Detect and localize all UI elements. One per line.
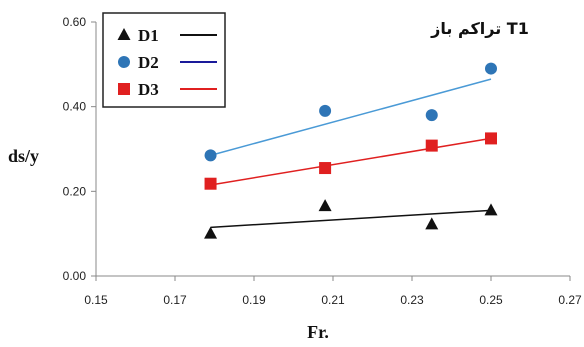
x-ticks: 0.15 0.17 0.19 0.21 0.23 0.25 0.27	[84, 276, 582, 307]
x-tick-label: 0.21	[321, 293, 345, 307]
point-d3	[204, 177, 217, 190]
legend-label-d2: D2	[138, 53, 159, 72]
x-tick-label: 0.15	[84, 293, 108, 307]
trendline-d2	[210, 78, 492, 157]
legend-label-d3: D3	[138, 80, 159, 99]
point-d2	[319, 104, 332, 117]
y-tick-label: 0.40	[63, 100, 87, 114]
point-d3	[425, 139, 438, 152]
trendline-d3	[210, 137, 492, 186]
x-tick-label: 0.25	[479, 293, 503, 307]
y-tick-label: 0.20	[63, 184, 87, 198]
point-d1	[425, 217, 439, 230]
legend-marker-d2	[118, 56, 130, 68]
point-d1	[318, 199, 332, 212]
point-d3	[485, 132, 497, 145]
x-tick-label: 0.19	[242, 293, 266, 307]
x-tick-label: 0.17	[163, 293, 187, 307]
point-d2	[204, 149, 217, 162]
chart-title: تراکم باز T1	[430, 19, 529, 38]
y-axis-title: ds/y	[8, 146, 39, 166]
y-ticks: 0.00 0.20 0.40 0.60	[63, 15, 96, 283]
trend-lines	[210, 78, 492, 229]
data-markers	[204, 62, 498, 239]
y-tick-label: 0.60	[63, 15, 87, 29]
point-d1	[484, 203, 498, 216]
legend: D1 D2 D3	[102, 12, 226, 108]
x-axis-title: Fr.	[307, 322, 329, 342]
point-d2	[425, 109, 438, 122]
point-d2	[485, 62, 497, 75]
legend-label-d1: D1	[138, 26, 159, 45]
x-tick-label: 0.23	[400, 293, 424, 307]
legend-marker-d1	[117, 28, 131, 40]
legend-marker-d3	[118, 83, 130, 95]
point-d3	[319, 162, 332, 175]
point-d1	[204, 226, 218, 239]
y-tick-label: 0.00	[63, 269, 87, 283]
x-tick-label: 0.27	[558, 293, 582, 307]
trendline-d1	[210, 209, 492, 229]
legend-items: D1 D2 D3	[117, 26, 217, 99]
